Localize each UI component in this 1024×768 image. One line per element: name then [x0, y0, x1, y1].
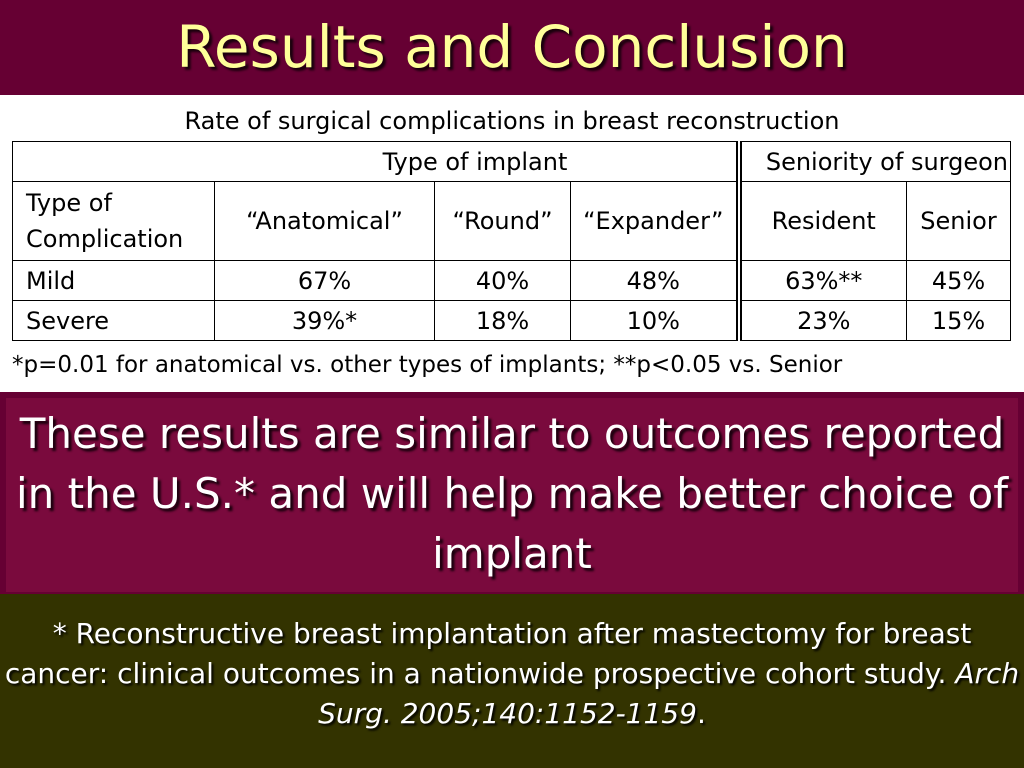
row-header-label-line1: Type of: [26, 189, 112, 217]
cell-mild-round: 40%: [434, 260, 571, 301]
table-footnote: *p=0.01 for anatomical vs. other types o…: [12, 352, 843, 378]
conclusion-band: These results are similar to outcomes re…: [0, 392, 1024, 594]
reference-citation: Arch Surg. 2005;140:1152-1159: [318, 657, 1020, 730]
column-header-senior: Senior: [906, 181, 1011, 261]
column-header-expander: “Expander”: [570, 181, 742, 261]
empty-corner-cell: [12, 141, 215, 182]
group-header-implant: Type of implant: [214, 141, 742, 182]
table-row: Mild 67% 40% 48% 63%** 45%: [12, 260, 1011, 301]
title-band: Results and Conclusion: [0, 0, 1024, 95]
group-header-row: Type of implant Seniority of surgeon: [12, 141, 1011, 182]
cell-severe-resident: 23%: [738, 300, 907, 341]
group-header-seniority: Seniority of surgeon: [738, 141, 1011, 182]
reference-text: * Reconstructive breast implantation aft…: [0, 614, 1024, 734]
reference-body: * Reconstructive breast implantation aft…: [4, 617, 972, 690]
results-table: Type of implant Seniority of surgeon Typ…: [12, 141, 1011, 341]
cell-mild-expander: 48%: [570, 260, 742, 301]
slide-title: Results and Conclusion: [176, 13, 848, 81]
column-header-round: “Round”: [434, 181, 571, 261]
cell-mild-resident: 63%**: [738, 260, 907, 301]
row-header-label: Type of Complication: [12, 181, 215, 261]
column-header-row: Type of Complication “Anatomical” “Round…: [12, 181, 1011, 261]
cell-severe-senior: 15%: [906, 300, 1011, 341]
cell-severe-round: 18%: [434, 300, 571, 341]
conclusion-panel: These results are similar to outcomes re…: [6, 398, 1018, 592]
cell-mild-senior: 45%: [906, 260, 1011, 301]
row-label-mild: Mild: [12, 260, 215, 301]
column-header-anatomical: “Anatomical”: [214, 181, 435, 261]
cell-severe-expander: 10%: [570, 300, 742, 341]
table-panel: Rate of surgical complications in breast…: [0, 95, 1024, 392]
cell-mild-anatomical: 67%: [214, 260, 435, 301]
table-row: Severe 39%* 18% 10% 23% 15%: [12, 300, 1011, 341]
table-caption: Rate of surgical complications in breast…: [184, 107, 840, 135]
column-header-resident: Resident: [738, 181, 907, 261]
cell-severe-anatomical: 39%*: [214, 300, 435, 341]
conclusion-text: These results are similar to outcomes re…: [16, 409, 1008, 578]
reference-end: .: [696, 697, 706, 730]
reference-band: * Reconstructive breast implantation aft…: [0, 594, 1024, 768]
row-label-severe: Severe: [12, 300, 215, 341]
row-header-label-line2: Complication: [26, 225, 184, 253]
